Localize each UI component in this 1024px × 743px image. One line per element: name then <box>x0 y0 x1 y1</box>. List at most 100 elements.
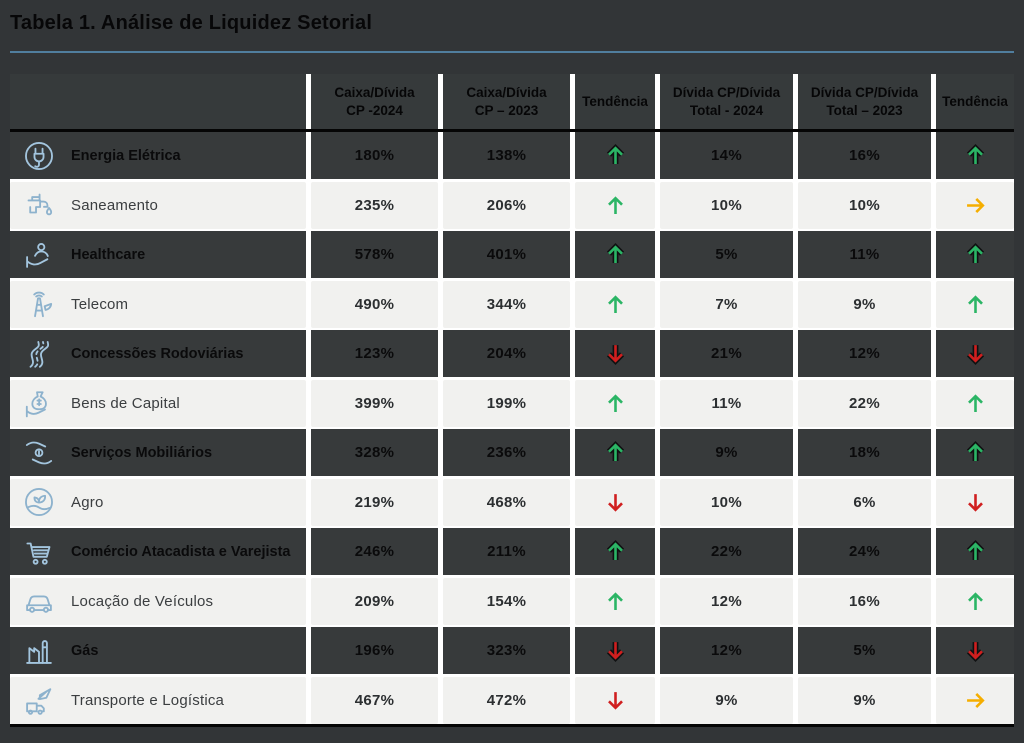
trend-up-arrow-icon <box>962 538 989 565</box>
header-cell: Caixa/Dívida CP – 2023 <box>443 74 570 129</box>
value-cell-divida-2024: 9% <box>660 429 793 476</box>
trend-cell-caixa <box>575 330 655 377</box>
trend-cell-caixa <box>575 132 655 179</box>
value-cell-divida-2023: 9% <box>798 280 931 328</box>
value-cell-caixa-2024: 246% <box>311 528 438 575</box>
trend-right-arrow-icon <box>962 192 989 219</box>
trend-cell-divida <box>936 132 1014 179</box>
value-cell-caixa-2023: 138% <box>443 132 570 179</box>
shopping-cart-icon <box>20 533 58 571</box>
water-faucet-icon <box>20 186 58 224</box>
value: 11% <box>711 394 742 412</box>
trend-up-arrow-icon <box>602 142 629 169</box>
header-label: Caixa/Dívida CP -2024 <box>334 85 415 118</box>
value: 5% <box>715 246 738 263</box>
header-corner-cell <box>10 74 306 129</box>
trend-cell-divida <box>936 676 1014 724</box>
value-cell-caixa-2024: 196% <box>311 627 438 674</box>
trend-cell-divida <box>936 280 1014 328</box>
value: 199% <box>486 394 527 412</box>
trend-cell-caixa <box>575 528 655 575</box>
sector-cell: Healthcare <box>10 231 306 278</box>
value: 467% <box>354 691 395 709</box>
trend-cell-caixa <box>575 478 655 526</box>
value-cell-divida-2023: 24% <box>798 528 931 575</box>
trend-down-arrow-icon <box>602 637 629 664</box>
value-cell-divida-2024: 9% <box>660 676 793 724</box>
header-label: Dívida CP/Dívida Total - 2024 <box>672 85 781 118</box>
trend-cell-divida <box>936 181 1014 229</box>
trend-cell-caixa <box>575 379 655 427</box>
trend-up-arrow-icon <box>962 439 989 466</box>
value-cell-caixa-2023: 154% <box>443 577 570 625</box>
value: 123% <box>354 345 395 362</box>
value-cell-divida-2024: 22% <box>660 528 793 575</box>
value-cell-caixa-2024: 219% <box>311 478 438 526</box>
trend-cell-divida <box>936 478 1014 526</box>
table-bottom-border <box>10 723 1014 727</box>
trend-cell-divida <box>936 379 1014 427</box>
value-cell-divida-2024: 14% <box>660 132 793 179</box>
trend-down-arrow-icon <box>602 340 629 367</box>
value: 399% <box>354 394 395 412</box>
value: 204% <box>486 345 527 362</box>
value-cell-caixa-2024: 123% <box>311 330 438 377</box>
value-cell-divida-2024: 12% <box>660 577 793 625</box>
sector-label: Healthcare <box>71 246 146 263</box>
value-cell-caixa-2023: 206% <box>443 181 570 229</box>
value: 12% <box>711 592 742 610</box>
sector-cell: Saneamento <box>10 181 306 229</box>
value: 246% <box>354 543 395 560</box>
value-cell-divida-2024: 10% <box>660 478 793 526</box>
car-icon <box>20 582 58 620</box>
value-cell-caixa-2023: 211% <box>443 528 570 575</box>
value-cell-caixa-2023: 344% <box>443 280 570 328</box>
title-underline <box>10 51 1014 53</box>
value: 24% <box>849 543 880 560</box>
value-cell-caixa-2023: 468% <box>443 478 570 526</box>
value: 196% <box>354 642 395 659</box>
sector-cell: Bens de Capital <box>10 379 306 427</box>
header-cell: Dívida CP/Dívida Total – 2023 <box>798 74 931 129</box>
value-cell-caixa-2023: 472% <box>443 676 570 724</box>
value-cell-caixa-2024: 180% <box>311 132 438 179</box>
trend-up-arrow-icon <box>602 588 629 615</box>
header-cell: Caixa/Dívida CP -2024 <box>311 74 438 129</box>
value: 9% <box>853 691 876 709</box>
header-cell: Tendência <box>936 74 1014 129</box>
value-cell-caixa-2024: 467% <box>311 676 438 724</box>
value-cell-divida-2024: 10% <box>660 181 793 229</box>
header-label: Tendência <box>582 93 648 109</box>
value-cell-divida-2023: 16% <box>798 577 931 625</box>
value: 10% <box>711 493 742 511</box>
value: 16% <box>849 147 880 164</box>
report-page: Tabela 1. Análise de Liquidez Setorial C… <box>10 12 1014 727</box>
trend-down-arrow-icon <box>962 489 989 516</box>
trend-right-arrow-icon <box>962 687 989 714</box>
value-cell-divida-2023: 12% <box>798 330 931 377</box>
trend-cell-caixa <box>575 181 655 229</box>
sector-label: Agro <box>71 493 104 511</box>
sector-label: Concessões Rodoviárias <box>71 345 244 362</box>
agro-field-icon <box>20 483 58 521</box>
value: 18% <box>849 444 880 461</box>
value: 328% <box>354 444 395 461</box>
electric-plug-icon <box>20 137 58 175</box>
header-cell: Dívida CP/Dívida Total - 2024 <box>660 74 793 129</box>
value-cell-caixa-2024: 399% <box>311 379 438 427</box>
trend-cell-divida <box>936 231 1014 278</box>
table-body: Energia Elétrica 180% 138% 14% 16% Saneamento… <box>10 132 1014 724</box>
value-cell-caixa-2024: 490% <box>311 280 438 328</box>
value-cell-caixa-2024: 328% <box>311 429 438 476</box>
value: 9% <box>715 691 738 709</box>
value-cell-divida-2024: 12% <box>660 627 793 674</box>
trend-cell-caixa <box>575 280 655 328</box>
value: 7% <box>715 295 738 313</box>
value-cell-divida-2023: 22% <box>798 379 931 427</box>
trend-cell-caixa <box>575 627 655 674</box>
value: 12% <box>711 642 742 659</box>
hands-exchange-icon <box>20 434 58 472</box>
value-cell-divida-2023: 5% <box>798 627 931 674</box>
value-cell-divida-2023: 9% <box>798 676 931 724</box>
value: 154% <box>486 592 527 610</box>
